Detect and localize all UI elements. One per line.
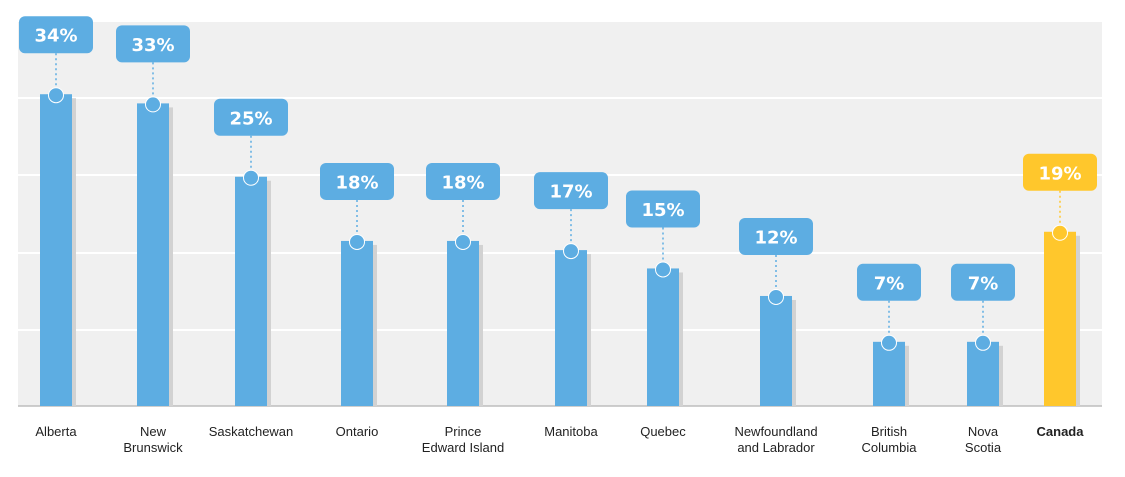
value-box bbox=[534, 172, 608, 210]
bar bbox=[235, 176, 267, 406]
bar-dot bbox=[655, 261, 671, 278]
bar-group: 25% bbox=[214, 98, 288, 406]
bar-group: 18% bbox=[426, 162, 500, 406]
value-label: 15% bbox=[641, 200, 684, 221]
category-label: New Brunswick bbox=[123, 424, 183, 455]
bar bbox=[760, 295, 792, 406]
value-label: 34% bbox=[34, 26, 77, 47]
value-label: 19% bbox=[1038, 163, 1081, 184]
value-box bbox=[214, 98, 288, 136]
bar-group: 18% bbox=[320, 162, 394, 406]
bar-group: 12% bbox=[739, 217, 813, 406]
value-box bbox=[626, 190, 700, 228]
value-box bbox=[739, 217, 813, 255]
value-label: 18% bbox=[335, 172, 378, 193]
value-box bbox=[426, 162, 500, 200]
bar-dot bbox=[563, 243, 579, 260]
value-label: 18% bbox=[441, 172, 484, 193]
value-box bbox=[857, 263, 921, 301]
category-labels: Alberta New Brunswick Saskatchewan Ontario Pr… bbox=[35, 424, 1084, 455]
value-box bbox=[19, 16, 93, 54]
bar-dot bbox=[349, 233, 365, 250]
bars: 34% 33% 25% 18% 18% 17% 15% 12% 7% 7% 19% bbox=[19, 16, 1097, 406]
bar-group: 34% bbox=[19, 16, 93, 406]
bar-dot bbox=[881, 334, 897, 351]
category-label: Saskatchewan bbox=[209, 424, 294, 439]
value-label: 12% bbox=[754, 227, 797, 248]
bar bbox=[1044, 231, 1076, 406]
value-box bbox=[951, 263, 1015, 301]
category-label: Ontario bbox=[336, 424, 379, 439]
bar bbox=[967, 341, 999, 406]
value-box bbox=[116, 25, 190, 63]
value-label: 33% bbox=[131, 35, 174, 56]
bar bbox=[40, 94, 72, 406]
value-label: 17% bbox=[549, 182, 592, 203]
bar bbox=[555, 250, 587, 406]
value-label: 7% bbox=[874, 273, 905, 294]
bar-group: 15% bbox=[626, 190, 700, 406]
value-box bbox=[1023, 153, 1097, 191]
category-label: Alberta bbox=[35, 424, 77, 439]
bar-group: 7% bbox=[857, 263, 921, 406]
category-label: Newfoundland and Labrador bbox=[734, 424, 817, 455]
bar-group: 7% bbox=[951, 263, 1015, 406]
category-label: Nova Scotia bbox=[965, 424, 1002, 455]
category-label: Quebec bbox=[640, 424, 686, 439]
bar bbox=[137, 103, 169, 406]
bar-group: 19% bbox=[1023, 153, 1097, 406]
category-label: Canada bbox=[1037, 424, 1085, 439]
bar-group: 17% bbox=[534, 172, 608, 406]
bar bbox=[647, 268, 679, 406]
bar-dot bbox=[768, 288, 784, 305]
bar bbox=[873, 341, 905, 406]
category-label: Manitoba bbox=[544, 424, 598, 439]
bar-dot bbox=[1052, 224, 1068, 241]
category-label: Prince Edward Island bbox=[422, 424, 504, 455]
bar-dot bbox=[145, 96, 161, 113]
bar-dot bbox=[455, 233, 471, 250]
bar bbox=[341, 240, 373, 406]
bar-dot bbox=[243, 169, 259, 186]
value-box bbox=[320, 162, 394, 200]
bar bbox=[447, 240, 479, 406]
bar-dot bbox=[48, 87, 64, 104]
value-label: 7% bbox=[968, 273, 999, 294]
value-label: 25% bbox=[229, 108, 272, 129]
category-label: British Columbia bbox=[862, 424, 918, 455]
bar-group: 33% bbox=[116, 25, 190, 406]
bar-dot bbox=[975, 334, 991, 351]
